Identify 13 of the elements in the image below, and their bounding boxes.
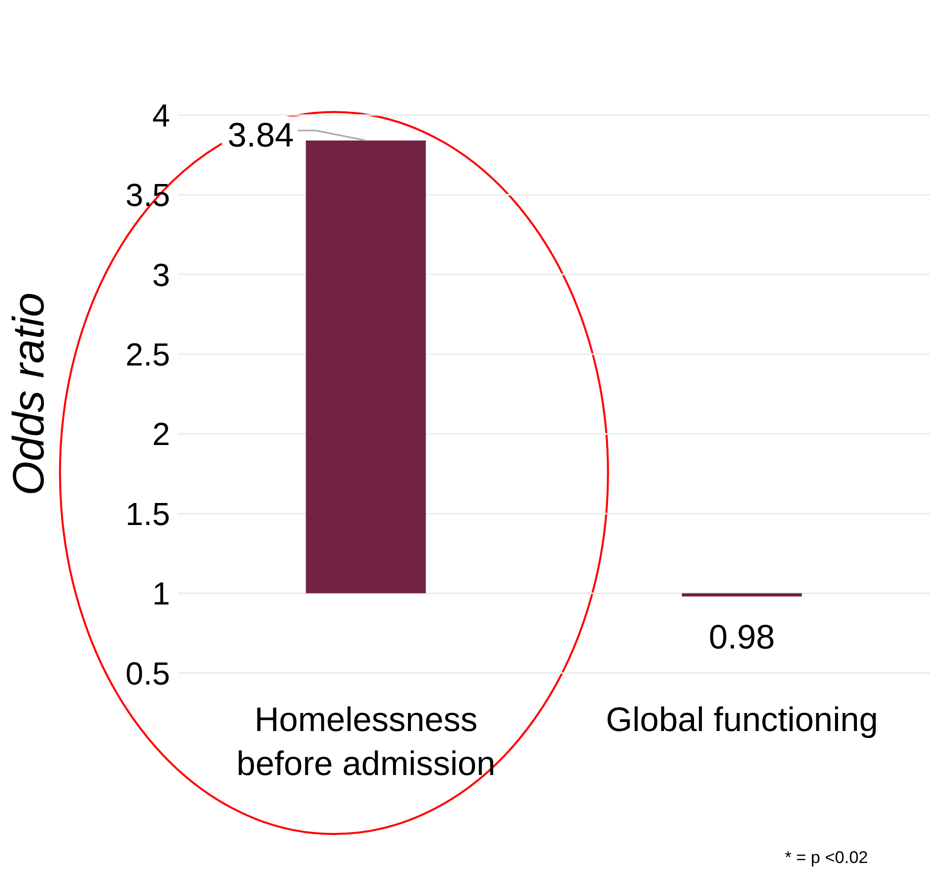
y-tick-label: 2.5 bbox=[126, 336, 170, 373]
y-tick-label: 2 bbox=[152, 416, 170, 452]
y-tick-label: 4 bbox=[152, 97, 170, 134]
y-tick-label: 0.5 bbox=[126, 655, 170, 692]
y-tick-label: 1.5 bbox=[126, 496, 170, 532]
y-tick-label: 1 bbox=[152, 576, 170, 612]
text: * = p <0.02 bbox=[784, 848, 868, 868]
y-axis-title: Odds ratio bbox=[4, 292, 54, 496]
y-tick-label: 3 bbox=[152, 256, 170, 293]
x-tick-label: Homelessness before admission bbox=[236, 701, 496, 783]
data-label: 3.84 bbox=[228, 116, 294, 155]
x-tick-label: Global functioning bbox=[606, 701, 878, 739]
data-label: 0.98 bbox=[708, 618, 775, 656]
